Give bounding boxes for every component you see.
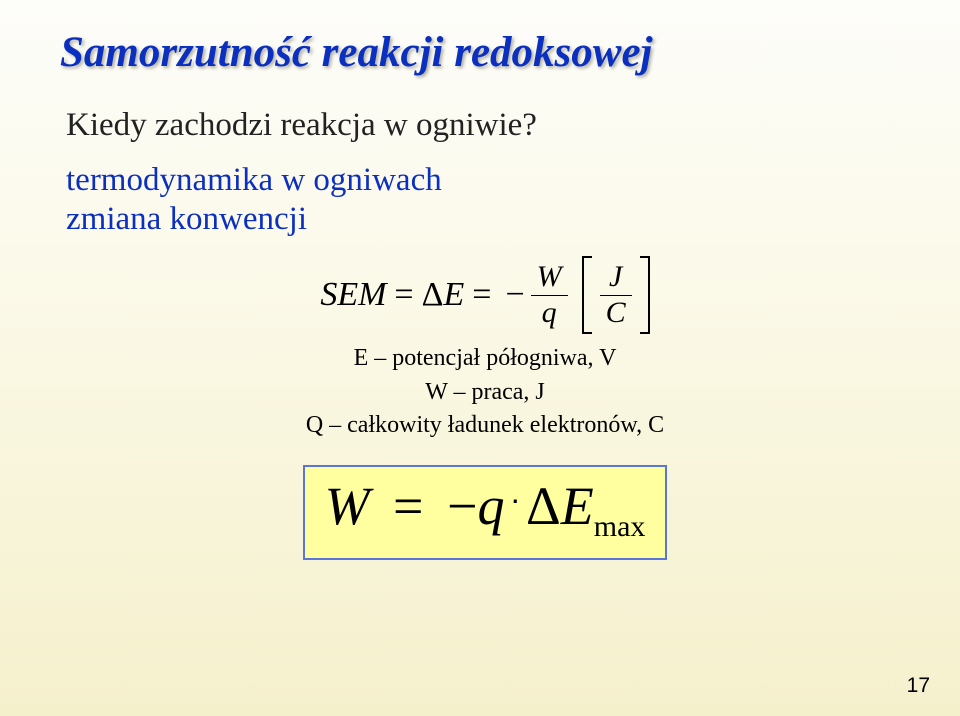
eq-delta: Δ [422,276,444,314]
legend-e: E – potencjał półogniwa, V [60,342,910,376]
subtitle-line-2: zmiana konwencji [66,201,910,238]
eq-fraction-jc: J C [600,260,632,330]
big-dot: ⋅ [510,486,520,519]
legend-block: E – potencjał półogniwa, V W – praca, J … [60,342,910,443]
slide: Samorzutność reakcji redoksowej Kiedy za… [0,0,960,716]
question-line: Kiedy zachodzi reakcja w ogniwie? [66,107,910,144]
subtitle-line-1: termodynamika w ogniwach [66,162,910,199]
page-number: 17 [907,674,930,698]
big-q: q [477,476,504,536]
eq-equals-1: = [394,276,413,314]
eq-frac-num-w: W [531,260,568,295]
eq-fraction-wq: W q [531,260,568,330]
big-w: W [325,476,370,536]
bracket-right-icon [636,256,650,334]
big-delta: Δ [526,476,561,536]
big-sub-max: max [594,510,646,543]
eq-sem-label: SEM [320,276,386,314]
eq-minus: − [505,276,524,314]
eq-equals-2: = [472,276,491,314]
eq-frac-den-c: C [600,296,632,331]
big-e: E [561,476,594,536]
eq-E: E [443,276,464,314]
big-minus: − [447,476,477,536]
equation-sem: SEM = ΔE = − W q J C [60,256,910,334]
highlight-equation: W = −q⋅ΔEmax [303,465,668,560]
big-equals: = [393,476,423,536]
bracket-left-icon [582,256,596,334]
eq-bracket-unit: J C [582,256,650,334]
eq-frac-num-j: J [603,260,628,295]
slide-title: Samorzutność reakcji redoksowej [60,28,910,77]
legend-q: Q – całkowity ładunek elektronów, C [60,409,910,443]
highlight-equation-wrap: W = −q⋅ΔEmax [60,465,910,560]
legend-w: W – praca, J [60,376,910,410]
eq-frac-den-q: q [536,296,563,331]
